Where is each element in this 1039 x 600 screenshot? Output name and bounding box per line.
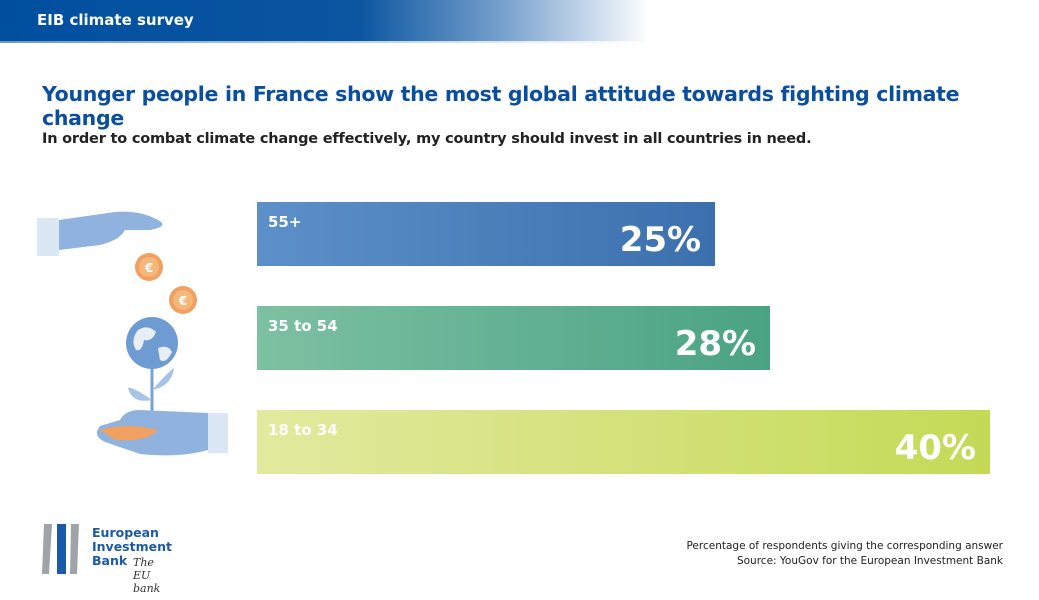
chart-footnote: Percentage of respondents giving the cor… (686, 539, 1003, 569)
logo-line1: European (92, 525, 159, 540)
bar-category-label: 18 to 34 (268, 421, 338, 439)
svg-text:€: € (178, 294, 187, 308)
logo-line2: Investment (92, 539, 172, 554)
svg-text:€: € (144, 261, 153, 275)
page-title: Younger people in France show the most g… (42, 82, 960, 130)
logo-line3: Bank (92, 553, 128, 568)
globe-plant-icon (126, 317, 178, 415)
eib-logo-mark (42, 524, 79, 574)
climate-investment-illustration: € € (37, 211, 228, 456)
bar-3: 18 to 34 40% (257, 410, 990, 474)
bar-category-label: 35 to 54 (268, 317, 338, 335)
footnote-text: Percentage of respondents giving the cor… (686, 540, 1003, 552)
logo-tagline: The EU bank (133, 556, 161, 595)
page-subtitle: In order to combat climate change effect… (42, 131, 812, 147)
bar-value-label: 25% (619, 220, 702, 260)
bar-1: 55+ 25% (257, 202, 716, 266)
bar-2: 35 to 54 28% (257, 306, 771, 370)
hand-receiving-icon (96, 410, 228, 456)
eib-logo: European Investment Bank The EU bank (40, 522, 172, 595)
banner-title: EIB climate survey (37, 11, 194, 29)
bar-category-label: 55+ (268, 213, 302, 231)
header-banner: EIB climate survey (0, 0, 650, 42)
euro-coin-icon: € (169, 286, 197, 314)
euro-coin-icon: € (135, 253, 163, 281)
banner-underline (0, 41, 650, 43)
bar-value-label: 28% (674, 324, 757, 364)
bar-value-label: 40% (894, 428, 976, 468)
hand-giving-icon (37, 211, 163, 256)
source-text: Source: YouGov for the European Investme… (736, 555, 1003, 567)
